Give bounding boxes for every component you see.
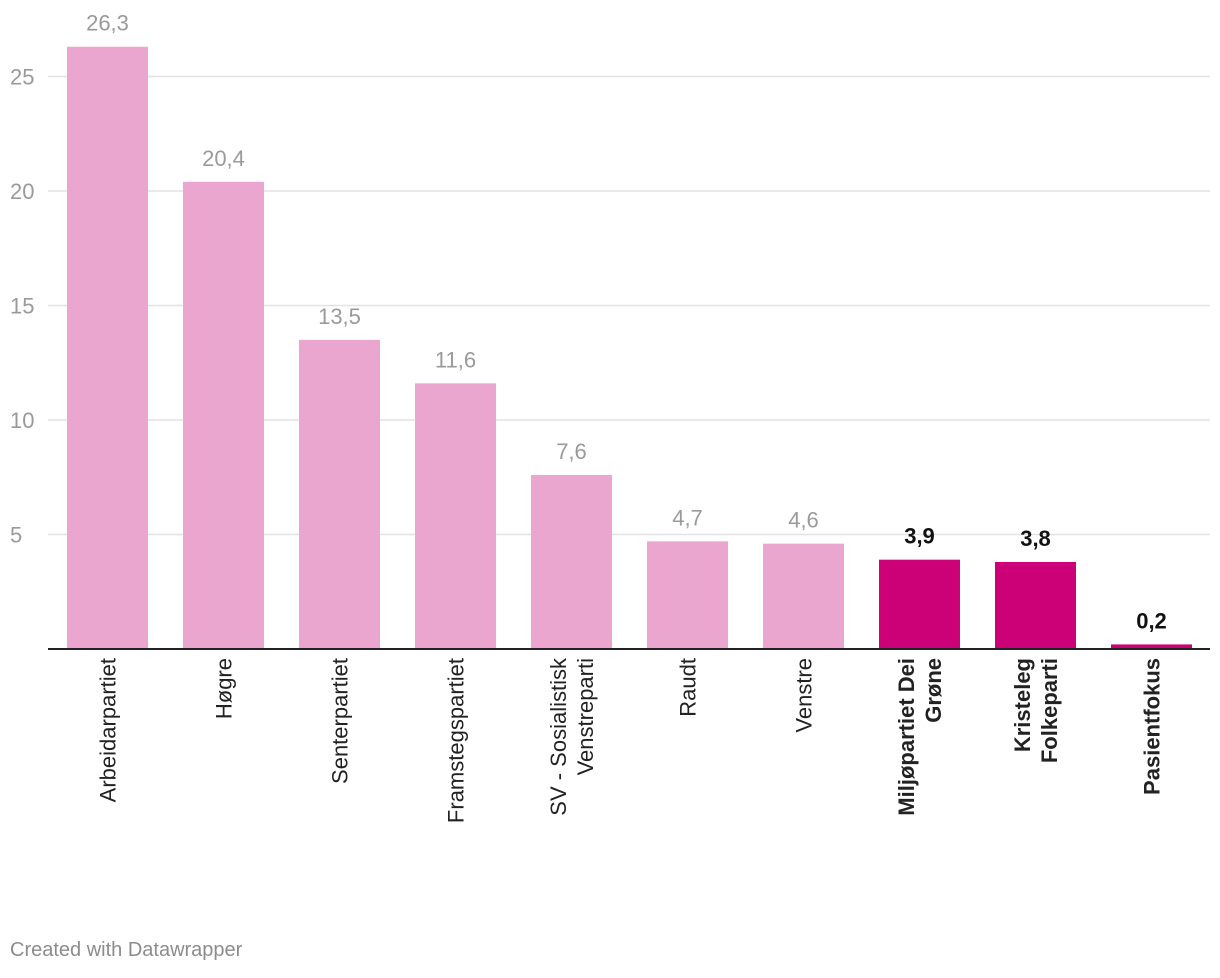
category-labels: Arbeidarpartiet Høgre Senterpartiet Framste… [96,657,1165,823]
x-tick-label: Folkeparti [1037,658,1062,763]
bar-chart: 5 10 15 20 25 26,3 20,4 13,5 11,6 7,6 4,7 4,6 3,9 3,… [10,11,1210,823]
value-label: 4,6 [788,508,819,533]
bar [299,339,380,649]
value-label: 3,9 [904,524,935,549]
value-label: 0,2 [1136,608,1167,633]
value-label: 20,4 [202,146,245,171]
y-tick-label: 15 [10,294,34,319]
value-label: 11,6 [435,347,476,372]
bar [531,474,612,649]
value-label: 13,5 [318,304,361,329]
x-tick-label: Miljøpartiet Dei [894,658,919,816]
bars [67,46,1192,650]
x-tick-label: Raudt [676,658,701,717]
y-tick-label: 20 [10,179,34,204]
y-tick-label: 5 [10,523,22,548]
bar [67,46,148,650]
x-tick-label: Pasientfokus [1140,658,1165,795]
value-label: 4,7 [672,505,703,530]
x-tick-label: Kristeleg [1010,658,1035,752]
x-tick-label: Framstegspartiet [444,658,469,823]
bar [995,561,1076,649]
value-label: 7,6 [556,439,587,464]
bar [647,541,728,649]
bar [879,559,960,649]
bar [415,383,496,649]
bar [183,181,264,649]
y-tick-label: 10 [10,408,34,433]
x-tick-label: Arbeidarpartiet [96,658,121,802]
gridlines: 5 10 15 20 25 [10,65,1210,548]
credit-footer: Created with Datawrapper [10,939,243,961]
bar [763,543,844,649]
value-label: 26,3 [86,11,129,36]
x-tick-label: Venstreparti [573,658,598,775]
bar [1111,644,1192,649]
value-labels: 26,3 20,4 13,5 11,6 7,6 4,7 4,6 3,9 3,8 0,2 [86,11,1167,634]
x-tick-label: Høgre [212,658,237,719]
x-tick-label: Senterpartiet [328,658,353,784]
y-tick-label: 25 [10,65,34,90]
x-tick-label: SV - Sosialistisk [546,657,571,816]
x-tick-label: Grøne [921,658,946,723]
value-label: 3,8 [1020,526,1051,551]
x-tick-label: Venstre [792,658,817,733]
